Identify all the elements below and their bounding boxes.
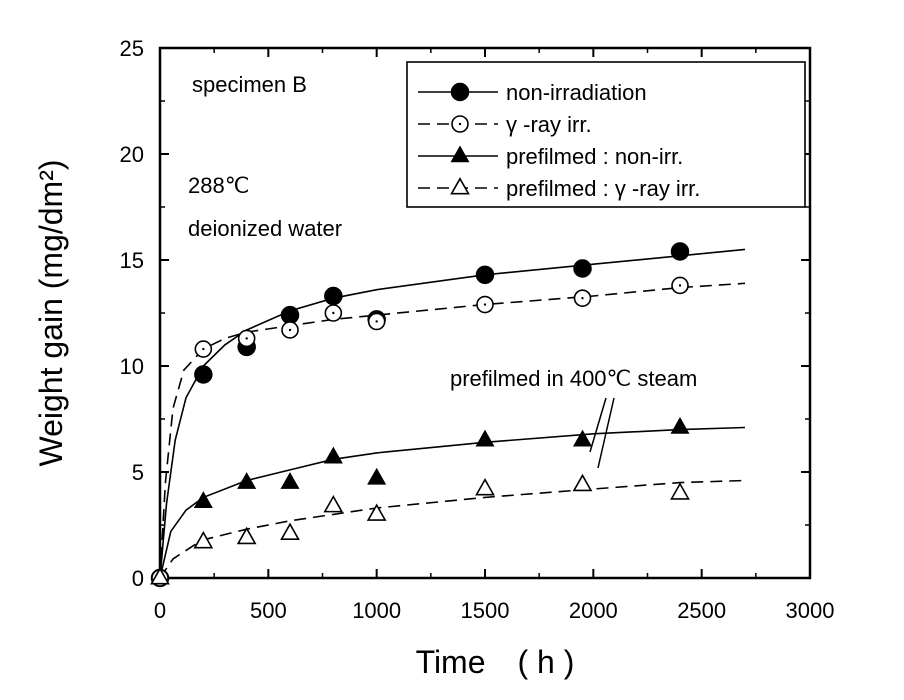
open-circle-dot <box>678 284 682 287</box>
data-point-series-4 <box>572 473 593 492</box>
leader-line <box>589 397 607 453</box>
open-circle-dot <box>375 320 378 323</box>
y-tick-label: 15 <box>120 248 144 273</box>
open-circle-dot <box>202 347 205 351</box>
legend-marker-4 <box>450 177 470 195</box>
annotation-2: 288℃ <box>188 173 249 198</box>
y-tick-label: 5 <box>132 460 144 485</box>
fit-line-series-3 <box>159 426 746 579</box>
data-point-series-2 <box>573 289 592 307</box>
data-point-series-2 <box>671 276 689 295</box>
y-tick-label: 20 <box>120 142 144 167</box>
legend-marker-2 <box>451 115 469 133</box>
data-point-series-3 <box>323 446 343 464</box>
open-circle-dot <box>288 328 292 332</box>
data-point-series-4 <box>236 526 257 545</box>
y-tick-label: 25 <box>120 36 144 61</box>
data-point-series-4 <box>475 478 495 496</box>
data-point-series-1 <box>475 265 495 285</box>
annotations: specimen B 288℃ deionized water prefilmed i… <box>188 72 697 469</box>
data-point-series-2 <box>237 329 256 348</box>
y-tick-label: 0 <box>132 566 144 591</box>
legend-marker-3 <box>450 145 470 163</box>
y-axis-title: Weight gain (mg/dm²) <box>33 159 69 466</box>
x-tick-label: 1500 <box>461 598 510 623</box>
data-point-series-4 <box>193 531 214 549</box>
legend: non-irradiation γ -ray irr. prefilmed : no… <box>406 61 806 208</box>
legend-box <box>406 61 806 208</box>
data-point-series-2 <box>324 304 343 322</box>
data-point-series-2 <box>281 321 299 339</box>
legend-label-3: prefilmed : non-irr. <box>506 144 683 169</box>
y-tick-label: 10 <box>120 354 144 379</box>
data-point-series-2 <box>194 340 213 358</box>
data-point-series-3 <box>280 472 300 489</box>
axis-ticks: 0 500 1000 1500 2000 2500 3000 0 5 10 15 20 25 <box>120 36 835 623</box>
x-tick-label: 0 <box>154 598 166 623</box>
data-point-series-4 <box>150 567 170 585</box>
x-tick-label: 3000 <box>786 598 835 623</box>
data-point-series-3 <box>572 429 593 447</box>
fit-line-series-4 <box>159 479 746 579</box>
data-point-series-4 <box>280 522 300 540</box>
x-tick-label: 1000 <box>352 598 401 623</box>
data-point-series-3 <box>670 416 690 434</box>
plot-frame <box>158 46 812 580</box>
data-point-series-1 <box>324 286 343 306</box>
annotation-4: prefilmed in 400℃ steam <box>450 366 697 391</box>
data-point-series-3 <box>237 472 257 489</box>
annotation-1: specimen B <box>192 72 307 97</box>
data-point-series-3 <box>475 429 495 447</box>
x-tick-label: 500 <box>250 598 287 623</box>
x-tick-label: 2500 <box>677 598 726 623</box>
open-circle-dot <box>581 296 584 300</box>
legend-label-4: prefilmed : γ -ray irr. <box>506 176 700 201</box>
data-point-series-4 <box>323 494 344 513</box>
data-point-series-1 <box>194 365 213 384</box>
data-point-series-1 <box>573 259 592 278</box>
leader-line <box>597 397 615 469</box>
data-point-series-2 <box>367 312 386 331</box>
data-point-series-2 <box>476 295 494 314</box>
data-point-series-1 <box>280 305 300 325</box>
legend-label-1: non-irradiation <box>506 80 647 105</box>
open-circle-dot <box>332 311 335 315</box>
data-markers <box>150 242 690 588</box>
data-point-series-3 <box>367 467 387 485</box>
open-circle-dot <box>458 122 462 126</box>
x-axis-title: Time ( h ) <box>416 644 575 680</box>
data-point-series-4 <box>670 482 690 500</box>
legend-marker-1 <box>450 82 470 102</box>
data-point-series-1 <box>670 242 690 261</box>
data-point-series-4 <box>366 503 387 521</box>
x-tick-label: 2000 <box>569 598 618 623</box>
open-circle-dot <box>245 337 248 340</box>
annotation-3: deionized water <box>188 216 342 241</box>
legend-label-2: γ -ray irr. <box>506 112 592 137</box>
open-circle-dot <box>483 303 487 306</box>
data-point-series-3 <box>193 491 213 508</box>
